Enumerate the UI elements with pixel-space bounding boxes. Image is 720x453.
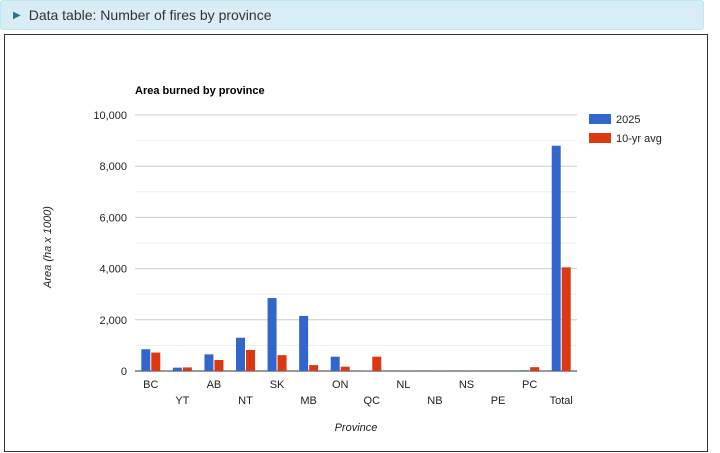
x-tick-label: PC <box>522 379 537 391</box>
bar-mb-2025[interactable] <box>299 315 309 371</box>
legend-swatch <box>589 114 611 124</box>
y-tick-label: 0 <box>121 366 127 378</box>
bar-nt-10yr-avg[interactable] <box>246 350 255 371</box>
x-tick-label: BC <box>143 379 158 391</box>
legend-label: 10-yr avg <box>616 133 662 145</box>
x-tick-label: ON <box>332 379 349 391</box>
x-tick-label: SK <box>270 379 285 391</box>
x-tick-label: NB <box>427 395 442 407</box>
bar-on-2025[interactable] <box>330 356 340 371</box>
bar-pc-2025[interactable] <box>520 370 530 371</box>
data-table-toggle-label: Data table: Number of fires by province <box>28 7 272 23</box>
x-tick-label: PE <box>491 395 506 407</box>
bar-ab-10yr-avg[interactable] <box>214 359 224 371</box>
bar-chart: 0 2,000 4,000 6,000 8,000 10,000 BC YT AB NT SK MB O… <box>42 85 662 434</box>
x-axis-title: Province <box>335 422 378 434</box>
bar-on-10yr-avg[interactable] <box>340 366 350 371</box>
legend-label: 2025 <box>616 114 640 126</box>
legend: 2025 10-yr avg <box>589 114 662 145</box>
bar-sk-10yr-avg[interactable] <box>277 355 287 371</box>
x-tick-label: NT <box>238 395 253 407</box>
bar-bc-10yr-avg[interactable] <box>151 352 161 371</box>
bar-sk-2025[interactable] <box>267 298 277 371</box>
y-tick-label: 10,000 <box>93 110 127 122</box>
x-tick-label: Total <box>550 395 573 407</box>
y-axis-title: Area (ha x 1000) <box>42 206 54 289</box>
expand-triangle-icon: ▶ <box>13 9 21 21</box>
bar-bc-2025[interactable] <box>141 349 151 371</box>
data-table-toggle[interactable]: ▶ Data table: Number of fires by provinc… <box>0 0 704 30</box>
bar-pc-10yr-avg[interactable] <box>530 367 540 371</box>
y-tick-label: 6,000 <box>99 212 127 224</box>
bar-yt-2025[interactable] <box>172 367 182 371</box>
bar-qc-10yr-avg[interactable] <box>372 356 382 371</box>
bar-total-2025[interactable] <box>551 145 561 371</box>
legend-swatch <box>589 133 611 143</box>
x-tick-label: NL <box>396 379 410 391</box>
bar-ab-2025[interactable] <box>204 354 214 371</box>
x-tick-label: NS <box>459 379 474 391</box>
y-tick-label: 2,000 <box>99 315 127 327</box>
x-tick-label: AB <box>207 379 222 391</box>
x-tick-label: QC <box>364 395 381 407</box>
x-tick-label: YT <box>175 395 189 407</box>
bar-mb-10yr-avg[interactable] <box>309 365 319 371</box>
bar-yt-10yr-avg[interactable] <box>182 367 192 371</box>
y-tick-label: 4,000 <box>99 264 127 276</box>
y-tick-label: 8,000 <box>99 161 127 173</box>
x-tick-label: MB <box>300 395 317 407</box>
chart-title: Area burned by province <box>135 85 265 97</box>
bar-total-10yr-avg[interactable] <box>561 267 571 371</box>
bar-nt-2025[interactable] <box>236 337 245 371</box>
chart-panel: 0 2,000 4,000 6,000 8,000 10,000 BC YT AB NT SK MB O… <box>4 34 708 452</box>
